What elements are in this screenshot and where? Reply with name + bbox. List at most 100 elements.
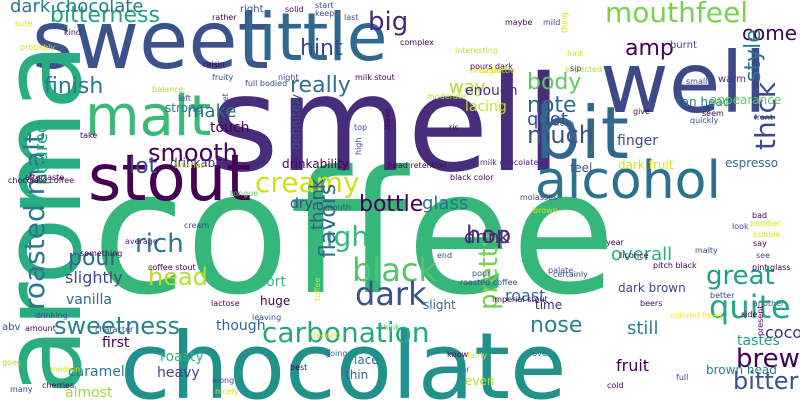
word-smooth: smooth: [148, 139, 238, 167]
word-moderate: moderate: [427, 92, 466, 101]
word-better: better: [710, 291, 735, 300]
word-burnt: burnt: [670, 40, 697, 51]
word-bitter: bitter: [733, 367, 798, 395]
word-start: start: [315, 1, 334, 10]
word-probably: probably: [20, 43, 55, 52]
word-mild: mild: [543, 18, 560, 27]
word-strong: strong: [165, 101, 203, 115]
word-lot: lot: [129, 154, 158, 179]
word-thing: thing: [560, 12, 569, 33]
word-appearance: appearance: [710, 93, 781, 107]
word-year: year: [606, 238, 625, 247]
word-tastes: tastes: [737, 333, 780, 349]
word-colored-head: colored head: [670, 311, 722, 320]
word-leaving: leaving: [252, 313, 281, 322]
word-sure: sure: [15, 19, 32, 28]
word-going: going: [325, 349, 347, 358]
word-body: body: [527, 70, 581, 95]
word-definitely: definitely: [289, 94, 303, 150]
word-though: though: [216, 318, 266, 334]
word-toffee: toffee: [313, 278, 322, 301]
word-head-retention: head retention: [388, 161, 447, 170]
word-rich: rich: [135, 229, 184, 259]
word-bottle: bottle: [359, 192, 423, 217]
word-enough: enough: [465, 83, 518, 99]
word-huge: huge: [260, 294, 290, 308]
word-licorice: licorice: [620, 251, 649, 260]
word-imperial-stout: imperial stout: [492, 295, 548, 304]
word-dark-fruit: dark fruit: [618, 158, 674, 172]
word-solid: solid: [285, 5, 304, 14]
word-lace: lace: [354, 353, 379, 367]
word-fruity: fruity: [212, 73, 234, 82]
word-nose: nose: [530, 313, 582, 338]
word-malty: malty: [695, 246, 718, 255]
word-heavy: heavy: [157, 365, 200, 381]
word-last: last: [344, 13, 358, 22]
word-ris: ris: [449, 123, 459, 132]
word-along: along: [212, 376, 234, 385]
word-dry: dry: [290, 196, 313, 212]
word-touch: touch: [210, 120, 250, 136]
word-coffee: coffee: [92, 135, 616, 333]
word-bit: bit: [535, 91, 629, 175]
word-oz-bottle: oz bottle: [480, 66, 515, 75]
word-yet: yet: [221, 93, 230, 106]
word-milk-stout: milk stout: [355, 73, 395, 82]
word-give: give: [633, 107, 650, 116]
word-much: much: [527, 121, 594, 149]
word-raisin: raisin: [203, 60, 225, 69]
word-lacing: lacing: [465, 99, 507, 115]
word-dark-brown: dark brown: [618, 281, 686, 295]
word-end: end: [437, 251, 452, 260]
word-drinkability: drinkability: [282, 157, 349, 171]
word-say: say: [753, 239, 767, 248]
word-poured: poured: [31, 122, 52, 185]
word-overall: overall: [611, 244, 672, 265]
word-sweetness: sweetness: [54, 312, 180, 340]
word-cocoa: cocoa: [765, 323, 800, 342]
word-chocolate-coffee: chocolate coffee: [8, 176, 74, 185]
word-sip: sip: [570, 64, 581, 73]
word-bad: bad: [752, 211, 767, 220]
word-chocolate: chocolate: [120, 313, 567, 400]
word-amount: amount: [25, 324, 56, 333]
word-thank: thank: [307, 178, 328, 230]
word-feel: feel: [570, 161, 592, 175]
word-average: average: [125, 237, 158, 246]
word-aftertaste: aftertaste: [25, 173, 64, 182]
word-espresso: espresso: [725, 156, 778, 170]
word-fairly: fairly: [467, 351, 487, 360]
word-quickly: quickly: [690, 116, 719, 125]
word-full-bodied: full bodied: [245, 79, 287, 88]
word-warm: warm: [718, 74, 746, 85]
word-mouthfeel: mouthfeel: [605, 0, 748, 29]
word-make: make: [187, 101, 236, 122]
word-certainly: certainly: [553, 270, 588, 279]
word-big: big: [368, 7, 408, 37]
word-look: look: [732, 222, 749, 231]
word-abv: abv: [2, 322, 20, 333]
word-present: present: [756, 306, 765, 336]
word-thick: thick: [749, 81, 782, 150]
word-hop: hop: [466, 221, 511, 249]
word-molasses: molasses: [520, 193, 557, 202]
word-time: time: [535, 298, 562, 312]
word-creamy: creamy: [255, 166, 360, 199]
word-nicely: nicely: [215, 387, 239, 396]
word-caramel: caramel: [68, 364, 125, 380]
word-pitch-black: pitch black: [653, 261, 697, 270]
word-beers: beers: [640, 299, 662, 308]
word-great: great: [706, 261, 775, 291]
word-night: night: [278, 73, 299, 82]
word-maybe: maybe: [505, 18, 533, 27]
word-short: short: [250, 274, 286, 290]
word-decent: decent: [311, 331, 339, 340]
word-light: light: [318, 220, 380, 253]
word-thin: thin: [345, 368, 368, 382]
word-think: think: [380, 323, 401, 332]
word-best: best: [290, 363, 307, 372]
word-front: front: [754, 113, 773, 122]
word-really: really: [290, 73, 351, 98]
